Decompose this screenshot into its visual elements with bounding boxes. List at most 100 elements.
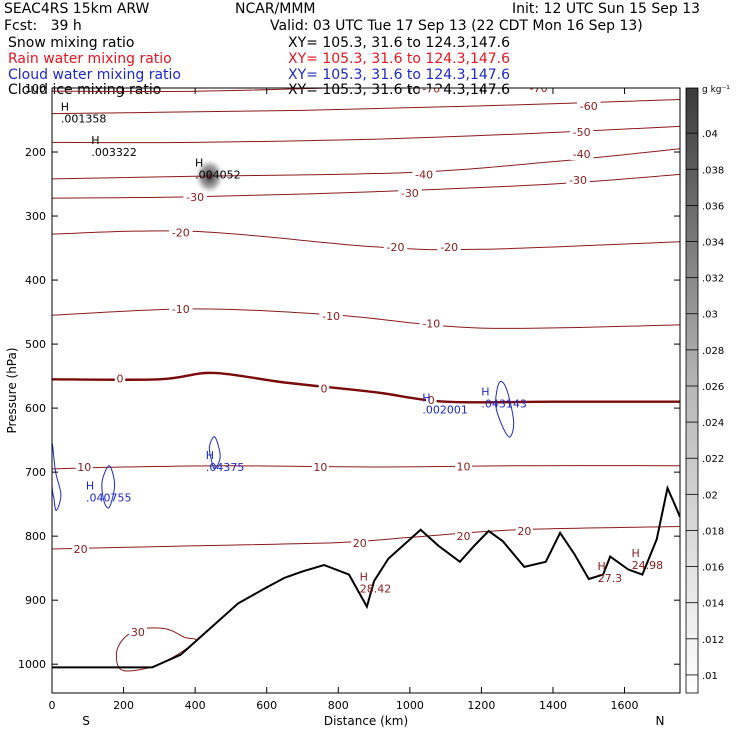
colorbar-tick-label: .04 [702,129,718,140]
extremum-value: .002001 [422,403,468,416]
contour-label-bg [515,525,533,538]
field-xy-cloud-water: XY= 105.3, 31.6 to 124.3,147.6 [288,67,511,83]
end-label-south: S [82,714,90,728]
contour-label-bg [419,317,444,330]
contour-label-bg [569,126,594,139]
extremum-symbol: H [598,560,606,573]
contour-label-bg [351,537,369,550]
end-label-north: N [656,714,665,728]
contour-label: 0 [116,373,123,386]
colorbar-tick-label: .032 [702,274,724,285]
extremum-value: 28.42 [360,583,392,596]
extremum-symbol: H [360,571,368,584]
field-name-cloud-ice: Cloud ice mixing ratio [8,82,162,98]
contour-label-bg [183,190,207,203]
contour-label: -70 [530,82,548,95]
field-xy-snow: XY= 105.3, 31.6 to 124.3,147.6 [288,35,511,51]
contour-label-bg [426,393,437,406]
y-tick-label: 900 [25,594,46,607]
colorbar-tick-label: .036 [702,201,724,212]
contour-label: 20 [353,537,367,550]
extremum-symbol: H [632,547,640,560]
contour-label-bg [398,186,422,199]
y-tick-label: 300 [25,210,46,223]
temperature-contour [52,308,680,329]
contour-label-bg [566,174,590,187]
colorbar-tick-label: .02 [702,490,718,501]
extremum-symbol: H [86,480,94,493]
x-axis-label: Distance (km) [324,714,408,728]
colorbar-tick-label: .016 [702,563,724,574]
extremum-value: 24.98 [632,559,664,572]
temperature-contour [52,88,345,93]
contour-label-bg [526,88,551,94]
contour-label: -30 [569,174,587,187]
contour-label: -60 [580,100,598,113]
temperature-contour [52,371,680,404]
contour-label: 20 [457,530,471,543]
contour-label-bg [577,99,601,112]
extremum-symbol: H [195,156,203,169]
colorbar-unit: g kg⁻¹ [702,85,730,95]
contour-label: -20 [172,227,190,240]
contour-label-bg [455,530,473,543]
extremum-value: .043143 [481,398,527,411]
colorbar [685,87,699,694]
colorbar-tick-label: .012 [702,635,724,646]
field-name-cloud-water: Cloud water mixing ratio [8,67,181,83]
plot-frame [51,87,681,694]
cloud-water-contour [52,442,62,512]
temperature-contour [52,465,680,470]
cloud-water-contour [495,380,515,438]
extremum-symbol: H [206,449,214,462]
temperature-contour [52,99,680,115]
contour-label: -30 [401,187,419,200]
y-tick-label: 800 [25,530,46,543]
model-name: SEAC4RS 15km ARW [4,1,150,17]
y-tick-label: 600 [25,402,46,415]
institution-label: NCAR/MMM [235,1,316,17]
colorbar-tick-label: .034 [702,238,724,249]
x-tick-label: 600 [256,699,277,712]
x-tick-label: 400 [185,699,206,712]
colorbar-tick-label: .03 [702,310,718,321]
colorbar-tick-label: .022 [702,454,724,465]
temperature-contour [52,526,680,550]
valid-time: Valid: 03 UTC Tue 17 Sep 13 (22 CDT Mon … [270,18,643,34]
init-time: Init: 12 UTC Sun 15 Sep 13 [512,1,701,17]
field-name-snow: Snow mixing ratio [8,35,135,51]
contour-label-bg [128,626,147,639]
extremum-symbol: H [481,386,489,399]
contour-label-bg [412,168,436,181]
extremum-symbol: H [91,134,99,147]
x-tick-label: 1600 [611,699,639,712]
contour-label: -10 [322,310,340,323]
contour-label: 10 [77,461,91,474]
colorbar-tick-label: .024 [702,418,724,429]
extremum-value: .004052 [195,168,241,181]
y-axis-label: Pressure (hPa) [5,347,19,433]
extremum-value: 27.3 [598,572,623,585]
y-tick-label: 500 [25,338,46,351]
contour-label: 20 [517,525,531,538]
contour-label: -10 [422,318,440,331]
extremum-symbol: H [61,101,69,114]
colorbar-tick-label: .018 [702,526,724,537]
contour-label: 30 [131,626,145,639]
contour-label-bg [169,226,193,239]
cloud-water-contour [101,465,116,509]
field-xy-rain: XY= 105.3, 31.6 to 124.3,147.6 [288,51,511,67]
contour-label: -20 [440,241,458,254]
y-tick-label: 700 [25,466,46,479]
contour-label: -10 [172,303,190,316]
contour-label: -40 [415,168,433,181]
colorbar-tick-label: .038 [702,165,724,176]
x-tick-label: 0 [49,699,56,712]
colorbar-tick-label: .028 [702,346,724,357]
contour-label-bg [75,461,93,474]
terrain-line [52,484,680,669]
contour-label: 20 [74,543,88,556]
extremum-symbol: H [422,391,430,404]
temperature-contour [52,230,680,251]
